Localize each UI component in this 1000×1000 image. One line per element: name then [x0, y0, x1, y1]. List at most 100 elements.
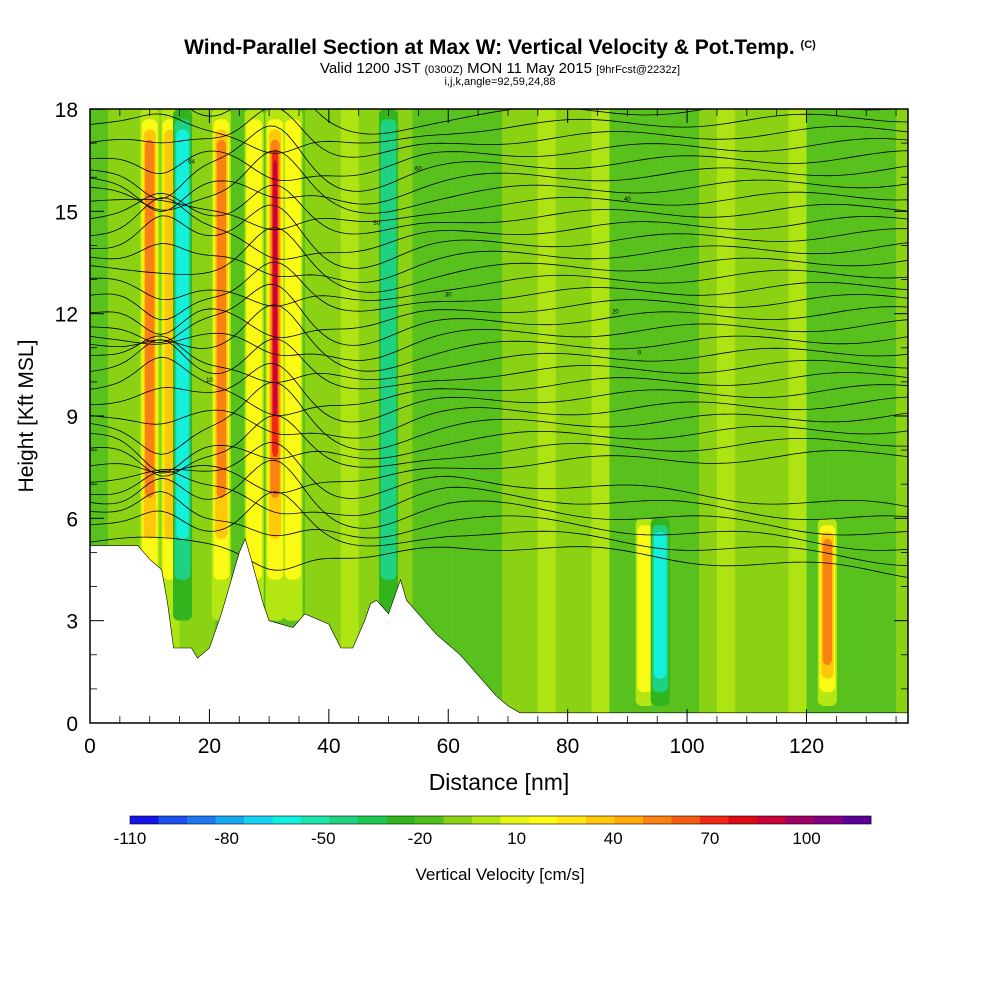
velocity-column: [273, 160, 277, 416]
theta-isoline: [90, 113, 908, 154]
colorbar-tick-label: -50: [311, 829, 336, 848]
plot-area: 64 60 50 40 30 20 10 0: [90, 109, 908, 723]
field-band: [358, 109, 378, 723]
theta-isoline: [90, 414, 908, 477]
theta-isoline: [90, 491, 908, 567]
theta-isoline: [90, 459, 908, 536]
colorbar-swatch: [130, 816, 159, 824]
colorbar-label: Vertical Velocity [cm/s]: [415, 865, 584, 884]
field-band: [412, 109, 431, 723]
colorbar-swatch: [700, 816, 729, 824]
field-band: [340, 109, 360, 723]
colorbar-swatch: [814, 816, 843, 824]
theta-isoline: [90, 242, 908, 283]
colorbar-swatch: [244, 816, 273, 824]
field-band: [609, 109, 628, 723]
theta-label: 10: [206, 378, 213, 384]
colorbar-swatch: [358, 816, 387, 824]
colorbar-swatch: [529, 816, 558, 824]
x-tick-label: 120: [789, 735, 824, 758]
field-band: [466, 109, 485, 723]
field-band: [394, 109, 413, 723]
colorbar-swatch: [728, 816, 758, 824]
x-axis-label: Distance [nm]: [429, 769, 570, 795]
theta-isoline: [90, 138, 908, 181]
theta-isoline: [90, 319, 908, 361]
colorbar-frame: [129, 815, 872, 825]
field-band: [555, 109, 575, 723]
theta-isoline: [90, 396, 908, 439]
theta-label: 30: [445, 293, 452, 299]
x-tick-label: 0: [84, 735, 96, 758]
theta-isoline: [90, 356, 908, 416]
field-band: [484, 109, 503, 723]
field-band: [860, 109, 879, 723]
theta-label: 0: [638, 351, 642, 357]
colorbar: -110 -80 -50 -20 10 40 70 100: [114, 815, 872, 848]
colorbar-tick-label: 100: [792, 829, 820, 848]
colorbar-swatch: [671, 816, 701, 824]
theta-label: 40: [624, 197, 631, 203]
theta-isoline: [90, 150, 908, 214]
field-band: [304, 109, 324, 723]
theta-isoline: [90, 184, 908, 235]
colorbar-tick-label: 70: [700, 829, 719, 848]
field-band: [591, 109, 610, 723]
colorbar-swatch: [500, 816, 530, 824]
colorbar-swatch: [557, 816, 587, 824]
theta-isoline: [90, 109, 897, 135]
x-tick-label: 60: [437, 735, 460, 758]
colorbar-swatch: [443, 816, 473, 824]
field-band: [197, 109, 216, 723]
field-band: [716, 109, 736, 723]
theta-isoline: [90, 362, 908, 423]
colorbar-tick-label: 10: [507, 829, 526, 848]
colorbar-swatch: [329, 816, 359, 824]
chart-indices: i,j,k,angle=92,59,24,88: [444, 76, 556, 88]
theta-isoline: [90, 165, 908, 213]
field-band: [519, 109, 539, 723]
theta-isoline: [90, 269, 908, 307]
colorbar-swatch: [643, 816, 672, 824]
theta-isoline: [90, 191, 908, 231]
chart-title: Wind-Parallel Section at Max W: Vertical…: [184, 36, 816, 59]
y-tick-label: 3: [66, 611, 78, 634]
field-band: [430, 109, 449, 723]
colorbar-swatch: [614, 816, 644, 824]
theta-isoline: [90, 536, 908, 578]
field-band: [734, 109, 754, 723]
field-band: [501, 109, 521, 723]
colorbar-tick-label: -80: [214, 829, 239, 848]
velocity-column: [637, 525, 654, 693]
x-tick-label: 80: [556, 735, 579, 758]
theta-isoline: [90, 470, 908, 521]
colorbar-tick-label: -20: [408, 829, 433, 848]
colorbar-swatch: [158, 816, 188, 824]
theta-isoline: [90, 304, 908, 372]
colorbar-swatch: [472, 816, 501, 824]
theta-isoline: [90, 294, 908, 339]
colorbar-swatch: [586, 816, 615, 824]
theta-isoline: [90, 491, 908, 551]
field-band: [537, 109, 557, 723]
theta-isoline: [90, 125, 908, 200]
theta-isoline: [90, 381, 908, 455]
velocity-column: [653, 531, 667, 679]
velocity-column: [145, 139, 155, 498]
field-band: [573, 109, 593, 723]
field-band: [842, 109, 861, 723]
field-band: [322, 109, 342, 723]
colorbar-swatch: [272, 816, 302, 824]
colorbar-tick-label: 40: [604, 829, 623, 848]
y-tick-label: 12: [55, 304, 78, 327]
velocity-column: [380, 119, 397, 580]
field-band: [788, 109, 807, 723]
velocity-column: [246, 119, 263, 580]
theta-isoline: [90, 338, 908, 390]
colorbar-swatch: [757, 816, 786, 824]
chart-subtitle: Valid 1200 JST (0300Z) MON 11 May 2015 […: [319, 60, 681, 77]
velocity-column: [285, 119, 301, 580]
theta-isoline: [90, 227, 908, 293]
